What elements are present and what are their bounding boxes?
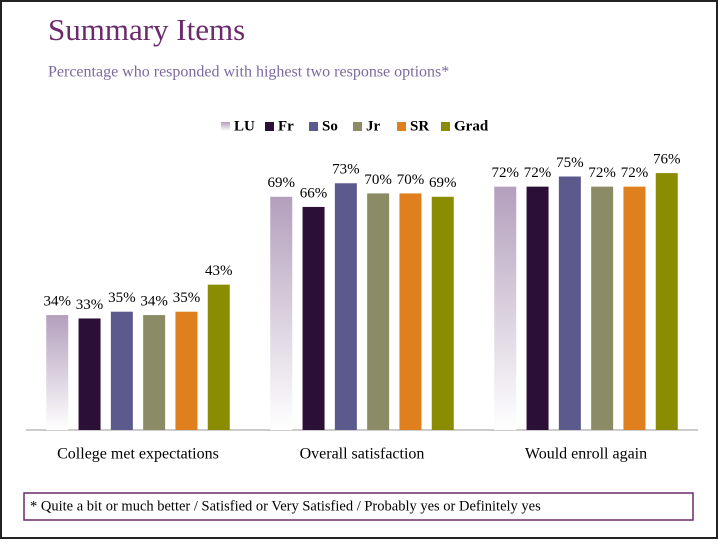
data-label: 43%	[205, 263, 233, 279]
data-label: 73%	[332, 162, 360, 178]
bar	[655, 173, 678, 430]
data-label: 66%	[300, 185, 328, 201]
legend-swatch	[265, 122, 274, 131]
bar	[207, 284, 230, 430]
slide-title: Summary Items	[48, 12, 245, 47]
data-label: 69%	[268, 175, 296, 191]
footnote-box	[23, 492, 694, 521]
data-label: 72%	[588, 165, 616, 181]
bar	[143, 315, 166, 430]
data-label: 35%	[173, 290, 201, 306]
data-label: 76%	[653, 152, 681, 168]
legend-label: Fr	[278, 118, 294, 134]
bar	[175, 311, 198, 430]
legend-swatch	[397, 122, 406, 131]
bar	[431, 196, 454, 430]
bar	[367, 193, 390, 430]
x-tick-label: Would enroll again	[525, 446, 647, 463]
legend-swatch	[221, 122, 230, 131]
bar	[494, 186, 517, 430]
bar	[302, 206, 325, 430]
bar	[270, 196, 293, 430]
bar	[110, 311, 133, 430]
data-label: 70%	[397, 172, 425, 188]
bar	[591, 186, 614, 430]
legend-label: Grad	[454, 118, 489, 134]
data-label: 75%	[556, 155, 584, 171]
data-label: 72%	[524, 165, 552, 181]
bar	[399, 193, 422, 430]
bar	[46, 315, 69, 430]
slide-subtitle: Percentage who responded with highest tw…	[48, 64, 449, 81]
data-label: 34%	[140, 294, 168, 310]
legend-label: LU	[234, 118, 255, 134]
bar	[558, 176, 581, 430]
legend-label: So	[322, 118, 338, 134]
bar	[78, 318, 101, 430]
data-label: 33%	[76, 297, 104, 313]
x-tick-label: College met expectations	[57, 446, 219, 463]
data-label: 72%	[621, 165, 649, 181]
bar	[526, 186, 549, 430]
data-label: 69%	[429, 175, 457, 191]
legend-swatch	[353, 122, 362, 131]
bar	[334, 183, 357, 430]
data-label: 70%	[364, 172, 392, 188]
data-label: 35%	[108, 290, 136, 306]
legend-label: Jr	[366, 118, 381, 134]
data-label: 34%	[44, 294, 72, 310]
bar	[623, 186, 646, 430]
x-tick-label: Overall satisfaction	[300, 446, 425, 463]
legend-swatch	[309, 122, 318, 131]
footnote: * Quite a bit or much better / Satisfied…	[30, 498, 541, 514]
legend-swatch	[441, 122, 450, 131]
legend-label: SR	[410, 118, 429, 134]
data-label: 72%	[492, 165, 520, 181]
